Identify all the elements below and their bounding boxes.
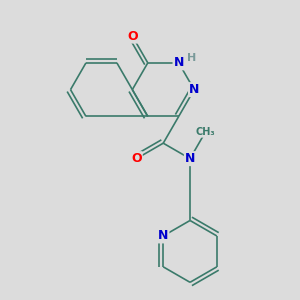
Text: O: O (127, 30, 138, 43)
Text: H: H (187, 52, 196, 63)
Text: N: N (185, 152, 195, 165)
Text: N: N (189, 83, 200, 96)
Text: N: N (158, 230, 168, 242)
Text: O: O (131, 152, 142, 165)
Text: N: N (173, 56, 184, 69)
Text: CH₃: CH₃ (196, 127, 215, 137)
